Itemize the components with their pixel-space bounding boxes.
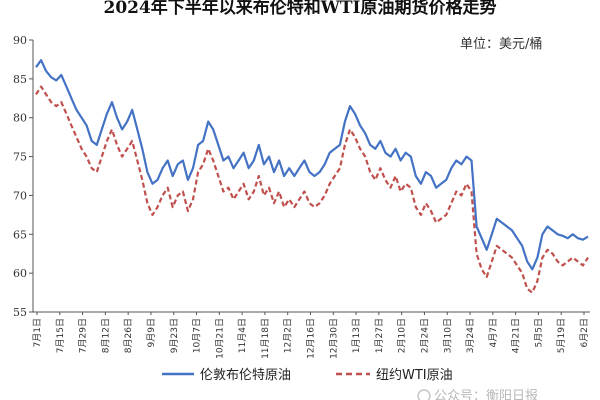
x-tick-label: 10月7日	[192, 318, 203, 353]
x-tick-label: 8月26日	[123, 318, 134, 353]
y-tick-label: 85	[13, 73, 27, 86]
x-tick-label: 3月10日	[442, 318, 453, 353]
x-tick-label: 3月24日	[465, 318, 476, 353]
x-tick-label: 2月24日	[419, 318, 430, 353]
x-tick-label: 1月27日	[374, 318, 385, 353]
legend-label-brent: 伦敦布伦特原油	[200, 367, 291, 383]
x-tick-label: 5月5日	[533, 318, 544, 347]
x-tick-label: 7月15日	[55, 318, 66, 353]
x-tick-label: 10月21日	[214, 318, 225, 359]
x-tick-label: 5月19日	[556, 318, 567, 353]
x-tick-label: 8月12日	[100, 318, 111, 353]
series-line-wti	[35, 85, 589, 294]
legend-label-wti: 纽约WTI原油	[376, 368, 453, 383]
x-tick-label: 4月7日	[488, 318, 499, 347]
y-tick-label: 70	[13, 189, 27, 202]
watermark: 公众号：衡阳日报	[417, 389, 538, 400]
x-tick-label: 12月2日	[283, 318, 294, 353]
y-tick-label: 90	[13, 34, 27, 47]
x-tick-label: 11月18日	[260, 318, 271, 359]
y-tick-label: 80	[13, 112, 27, 125]
wechat-icon	[417, 389, 431, 400]
x-ticks: 7月1日 7月15日 7月29日 8月12日 8月26日 9月9日 9月23日 10月7日 10…	[32, 312, 590, 359]
x-tick-label: 6月2日	[579, 318, 590, 347]
series-line-brent	[35, 59, 589, 271]
x-tick-label: 4月21日	[511, 318, 522, 353]
x-tick-label: 9月23日	[169, 318, 180, 353]
x-tick-label: 1月13日	[351, 318, 362, 353]
x-tick-label: 12月16日	[306, 318, 317, 359]
y-ticks: 55 60 65 70 75 80 85 90	[13, 34, 33, 319]
y-tick-label: 60	[13, 267, 27, 280]
x-tick-label: 11月4日	[237, 318, 248, 353]
x-tick-label: 12月30日	[328, 318, 339, 359]
x-tick-label: 2月10日	[397, 318, 408, 353]
unit-label: 单位：美元/桶	[460, 37, 542, 52]
y-tick-label: 75	[13, 151, 27, 164]
x-tick-label: 7月1日	[32, 318, 43, 347]
legend: 伦敦布伦特原油 纽约WTI原油	[162, 367, 453, 383]
y-tick-label: 55	[13, 306, 27, 319]
x-tick-label: 9月9日	[146, 318, 157, 347]
chart-title: 2024年下半年以来布伦特和WTI原油期货价格走势	[103, 0, 496, 18]
series-layer	[35, 59, 589, 294]
watermark-text: 公众号：衡阳日报	[434, 389, 538, 400]
y-tick-label: 65	[13, 228, 27, 241]
x-tick-label: 7月29日	[78, 318, 89, 353]
